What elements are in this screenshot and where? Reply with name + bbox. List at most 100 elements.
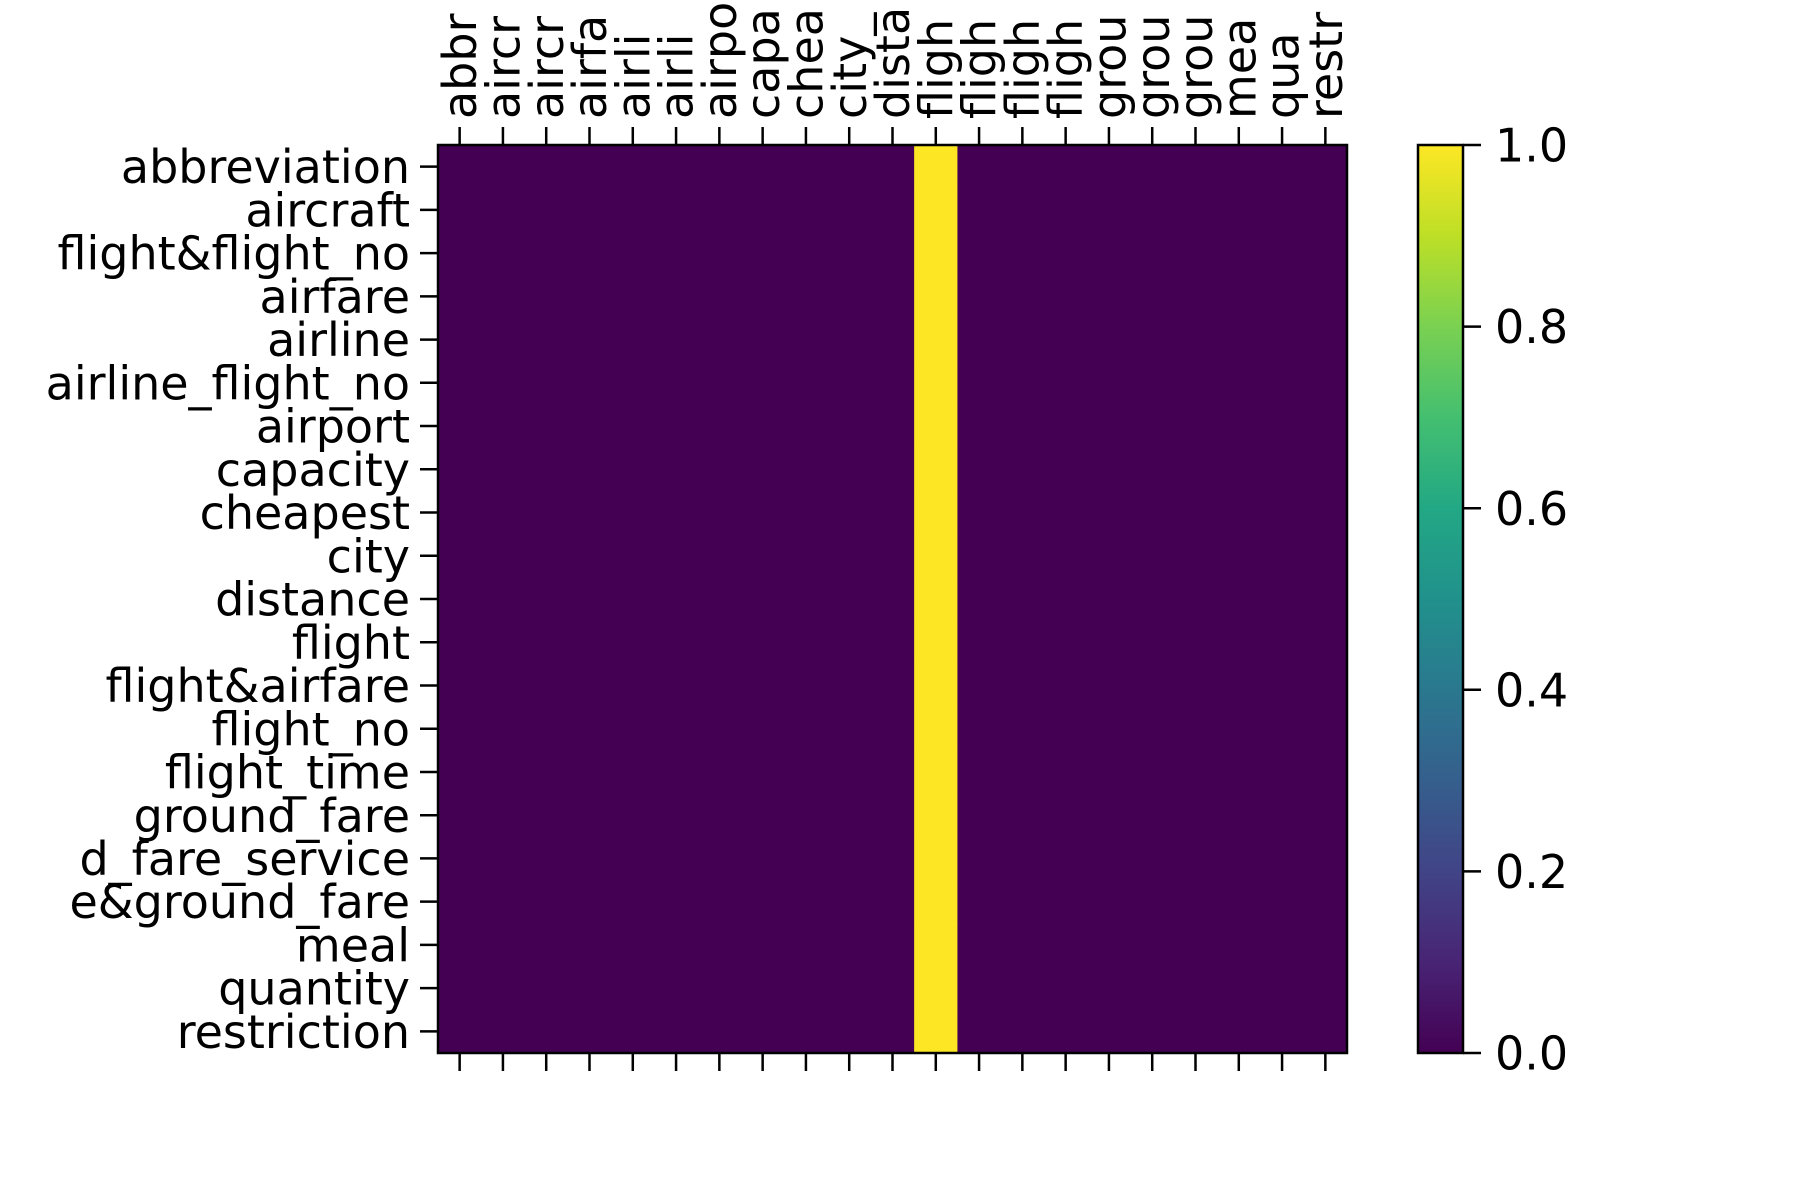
x-tick-label: fligh [1039, 19, 1093, 119]
heatmap-cell [957, 836, 1002, 881]
heatmap-cell [827, 274, 872, 319]
heatmap-cell [1303, 447, 1348, 492]
heatmap-cell [697, 188, 742, 233]
heatmap-cell [1217, 231, 1262, 276]
heatmap-cell [784, 231, 829, 276]
heatmap-cell [1217, 836, 1262, 881]
heatmap-cell [827, 836, 872, 881]
heatmap-cell [697, 274, 742, 319]
heatmap-cell [611, 966, 656, 1011]
x-tick-label: restr [1299, 12, 1353, 119]
heatmap-cell [567, 793, 612, 838]
heatmap-cell [1087, 490, 1132, 535]
heatmap-cell [524, 490, 569, 535]
heatmap-cell [611, 707, 656, 751]
heatmap-cell [914, 836, 959, 881]
heatmap-cell [914, 534, 959, 578]
heatmap-cell [1087, 750, 1132, 795]
x-tick-label: fligh [953, 19, 1007, 119]
heatmap-cell [481, 1009, 526, 1054]
y-tick-label: flight_no [212, 702, 410, 756]
heatmap-cell [827, 534, 872, 578]
heatmap-cell [1087, 836, 1132, 881]
heatmap-cell [438, 361, 482, 406]
heatmap-cell [1217, 966, 1262, 1011]
heatmap-cell [654, 145, 699, 189]
heatmap-cell [438, 663, 482, 708]
heatmap-cell [1000, 361, 1045, 406]
y-tick-label: airfare [260, 270, 410, 324]
heatmap-cell [654, 447, 699, 492]
heatmap-cell [697, 317, 742, 362]
colorbar-gradient [1418, 145, 1463, 1053]
heatmap-cell [654, 620, 699, 665]
colorbar-tick-label: 0.6 [1495, 482, 1568, 536]
heatmap-cell [1087, 620, 1132, 665]
heatmap-cell [741, 188, 785, 233]
heatmap-cell [1173, 966, 1218, 1011]
y-tick-label: e&ground_fare [69, 875, 410, 929]
colorbar-frame [1416, 143, 1465, 1055]
heatmap-cell [1260, 490, 1305, 535]
heatmap-cell [1260, 404, 1305, 449]
heatmap-cell [1000, 966, 1045, 1011]
heatmap-cell [567, 663, 612, 708]
heatmap-cell [1303, 577, 1348, 622]
heatmap-cell [438, 534, 482, 578]
heatmap-cell [741, 836, 785, 881]
heatmap-cell [741, 577, 785, 622]
heatmap-cell [1303, 145, 1348, 189]
heatmap-cell [611, 880, 656, 924]
heatmap-cell [567, 750, 612, 795]
heatmap-cell [611, 793, 656, 838]
heatmap-cell [1044, 274, 1088, 319]
heatmap-cell [1000, 447, 1045, 492]
heatmap-cell [914, 620, 959, 665]
heatmap-cell [524, 317, 569, 362]
heatmap-cell [784, 923, 829, 968]
heatmap-cell [1217, 188, 1262, 233]
heatmap-cell [1044, 663, 1088, 708]
heatmap-cell [870, 966, 915, 1011]
heatmap-cell [741, 880, 785, 924]
heatmap-cell [1000, 577, 1045, 622]
heatmap-cell [914, 231, 959, 276]
heatmap-cell [1303, 274, 1348, 319]
heatmap-cell [567, 231, 612, 276]
heatmap-cell [438, 750, 482, 795]
heatmap-cell [567, 447, 612, 492]
heatmap-cell [1260, 663, 1305, 708]
heatmap-cell [524, 1009, 569, 1054]
heatmap-cell [1173, 793, 1218, 838]
heatmap-cell [1303, 1009, 1348, 1054]
heatmap-cell [611, 317, 656, 362]
heatmap-cell [741, 534, 785, 578]
heatmap-cell [1130, 490, 1175, 535]
heatmap-cell [1303, 880, 1348, 924]
heatmap-cell [1044, 880, 1088, 924]
heatmap-cell [1173, 317, 1218, 362]
heatmap-cell [1130, 966, 1175, 1011]
heatmap-cell [697, 534, 742, 578]
y-tick-label: city [327, 529, 410, 583]
heatmap-cell [697, 880, 742, 924]
heatmap-cell [1173, 707, 1218, 751]
heatmap-cell [1000, 1009, 1045, 1054]
heatmap-cell [870, 577, 915, 622]
heatmap-cell [611, 836, 656, 881]
heatmap-cell [524, 145, 569, 189]
heatmap-cell [524, 231, 569, 276]
heatmap-cell [481, 274, 526, 319]
heatmap-cell [1044, 620, 1088, 665]
x-tick-label: airpo [693, 2, 747, 119]
heatmap-cell [914, 490, 959, 535]
heatmap-cell [1303, 750, 1348, 795]
heatmap-cell [697, 620, 742, 665]
heatmap-cell [957, 966, 1002, 1011]
heatmap-cell [914, 404, 959, 449]
heatmap-cell [1303, 231, 1348, 276]
heatmap-cell [611, 404, 656, 449]
heatmap-cell [870, 317, 915, 362]
x-tick-label: fligh [909, 19, 963, 119]
